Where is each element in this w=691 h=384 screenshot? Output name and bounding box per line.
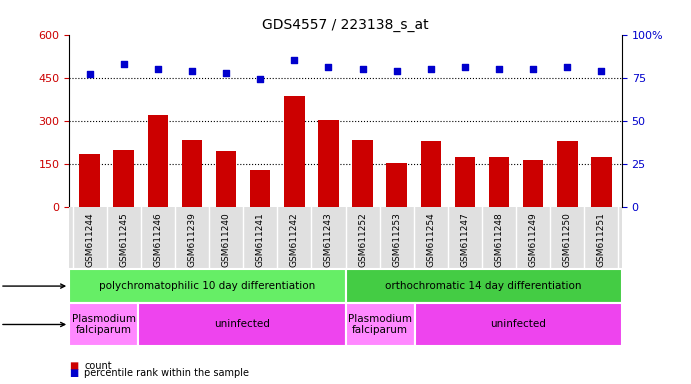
Bar [216,151,236,207]
Point [357,66,368,72]
Bar [318,119,339,207]
Text: percentile rank within the sample: percentile rank within the sample [84,368,249,378]
Bar [148,115,168,207]
Point [118,61,129,67]
Text: ■: ■ [69,368,78,378]
Text: GSM611248: GSM611248 [495,212,504,267]
Text: GSM611242: GSM611242 [290,212,299,267]
Point [152,66,163,72]
Bar [386,163,407,207]
Text: GSM611245: GSM611245 [120,212,129,267]
Text: GSM611246: GSM611246 [153,212,162,267]
Bar [79,154,100,207]
Text: GSM611247: GSM611247 [460,212,469,267]
Text: uninfected: uninfected [214,319,269,329]
Text: GSM611244: GSM611244 [85,212,94,267]
Point [528,66,539,72]
Text: polychromatophilic 10 day differentiation: polychromatophilic 10 day differentiatio… [100,281,315,291]
Text: GSM611254: GSM611254 [426,212,435,267]
Text: GSM611253: GSM611253 [392,212,401,267]
Text: ■: ■ [69,361,78,371]
Point [425,66,436,72]
Point [460,65,471,71]
Bar [138,303,346,346]
Point [255,76,266,83]
Text: GSM611239: GSM611239 [187,212,196,267]
Text: GSM611241: GSM611241 [256,212,265,267]
Bar [113,150,134,207]
Point [493,66,504,72]
Bar [421,141,441,207]
Point [323,65,334,71]
Point [391,68,402,74]
Text: Plasmodium
falciparum: Plasmodium falciparum [72,314,135,335]
Text: orthochromatic 14 day differentiation: orthochromatic 14 day differentiation [386,281,582,291]
Bar [346,269,622,303]
Text: GSM611249: GSM611249 [529,212,538,267]
Bar [69,269,346,303]
Bar [523,160,543,207]
Bar [284,96,305,207]
Text: Plasmodium
falciparum: Plasmodium falciparum [348,314,412,335]
Bar [352,140,373,207]
Point [562,65,573,71]
Point [596,68,607,74]
Bar [250,170,270,207]
Bar [489,157,509,207]
Text: GSM611250: GSM611250 [562,212,571,267]
Text: GSM611252: GSM611252 [358,212,367,267]
Text: count: count [84,361,112,371]
Bar [557,141,578,207]
Text: development stage: development stage [0,281,65,291]
Point [187,68,198,74]
Title: GDS4557 / 223138_s_at: GDS4557 / 223138_s_at [262,18,429,32]
Bar [182,140,202,207]
Point [289,58,300,64]
Text: uninfected: uninfected [491,319,546,329]
Bar [591,157,612,207]
Bar [455,157,475,207]
Bar [415,303,622,346]
Bar [69,303,138,346]
Point [220,70,231,76]
Text: GSM611251: GSM611251 [597,212,606,267]
Text: infection: infection [0,319,65,329]
Text: GSM611243: GSM611243 [324,212,333,267]
Text: GSM611240: GSM611240 [222,212,231,267]
Bar [346,303,415,346]
Point [84,71,95,78]
